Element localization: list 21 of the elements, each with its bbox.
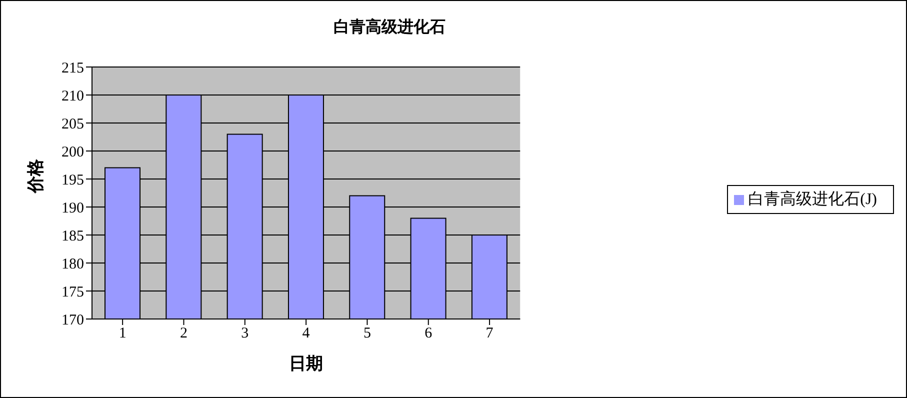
- y-tick-label: 200: [62, 144, 84, 160]
- x-tick-label: 6: [424, 326, 433, 342]
- chart-title: 白青高级进化石: [332, 17, 446, 38]
- x-tick-label: 3: [241, 326, 249, 342]
- y-tick-label: 215: [62, 60, 84, 76]
- x-axis-title: 日期: [289, 354, 324, 373]
- y-tick-label: 170: [62, 312, 84, 328]
- x-tick-label: 7: [486, 326, 494, 342]
- x-tick-label: 5: [363, 326, 371, 342]
- legend-label: 白青高级进化石(J): [748, 190, 877, 208]
- y-axis-title: 价格: [26, 158, 46, 194]
- y-tick-label: 180: [62, 256, 84, 272]
- x-tick-label: 1: [118, 326, 126, 342]
- y-tick-label: 210: [62, 88, 84, 104]
- x-tick-label: 2: [180, 326, 188, 342]
- y-tick-label: 195: [62, 172, 84, 188]
- y-tick-label: 175: [62, 284, 84, 300]
- y-tick-label: 205: [62, 116, 84, 132]
- y-tick-label: 185: [62, 228, 84, 244]
- x-tick-label: 4: [302, 326, 310, 342]
- y-tick-label: 190: [62, 200, 84, 216]
